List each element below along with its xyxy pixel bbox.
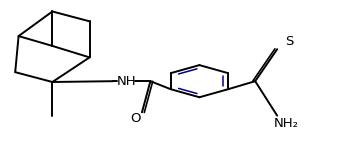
Text: NH₂: NH₂ [274, 117, 299, 130]
Text: O: O [130, 112, 141, 125]
Text: NH: NH [117, 75, 137, 88]
Text: S: S [286, 35, 294, 48]
